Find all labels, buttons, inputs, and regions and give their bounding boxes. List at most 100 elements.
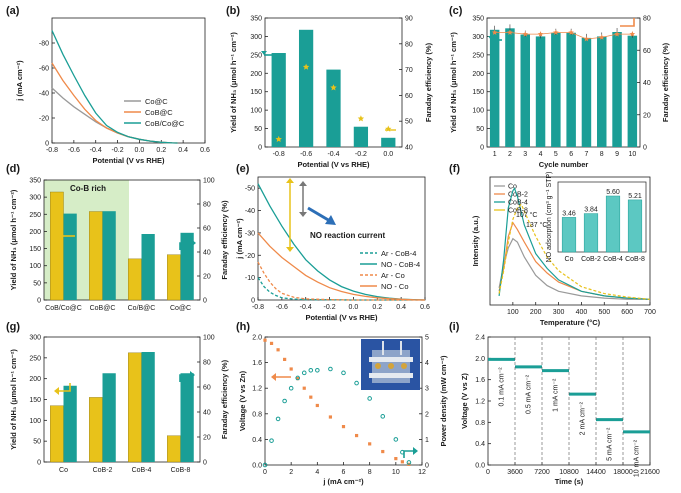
y2-tick-label: 100: [203, 178, 215, 185]
panel-label: (i): [449, 321, 460, 333]
panel-label: (d): [6, 163, 20, 175]
y-tick-label: 0: [258, 145, 262, 152]
x-tick-label: -0.6: [68, 147, 80, 154]
inset-bar: [583, 213, 599, 253]
x-tick-label: CoB-4: [132, 467, 152, 474]
y-axis-label: Yield of NH₃ (μmol h⁻¹ cm⁻²): [229, 32, 238, 133]
y-tick-label: 300: [29, 195, 41, 202]
power-density-point: [262, 462, 268, 468]
y-tick-label: 300: [250, 34, 262, 41]
x-tick-label: -0.8: [252, 304, 264, 311]
y-tick-label: 350: [250, 16, 262, 23]
fe-marker: [537, 31, 544, 37]
power-density-point: [406, 460, 412, 465]
y-axis-label: j (mA cm⁻²): [235, 218, 244, 260]
y-tick-label: 100: [472, 108, 484, 115]
y-tick-label: 0: [37, 298, 41, 305]
power-density-point: [269, 438, 274, 443]
device-photo-bolt: [375, 363, 381, 369]
x-tick-label: 12: [418, 469, 426, 476]
x-tick-label: 4: [539, 151, 543, 158]
cob-current-arrow-head: [299, 181, 307, 186]
voltage-point: [368, 442, 372, 446]
fe-bar: [63, 213, 77, 300]
y-tick-label: -50: [245, 186, 255, 193]
x-tick-label: 300: [553, 309, 565, 316]
x-tick-label: 9: [615, 151, 619, 158]
x-tick-label: 10800: [559, 469, 579, 476]
y-tick-label: 0: [45, 141, 49, 148]
x-tick-label: 200: [530, 309, 542, 316]
inset-x-tick-label: CoB-2: [581, 256, 601, 263]
x-tick-label: 8: [600, 151, 604, 158]
x-tick-label: 2: [289, 469, 293, 476]
x-tick-label: 6: [569, 151, 573, 158]
power-density-point: [380, 414, 386, 419]
y-tick-label: 0: [480, 145, 484, 152]
y-tick-label: 150: [29, 246, 41, 253]
y-tick-label: 2.0: [252, 335, 262, 342]
y-tick-label: 150: [250, 89, 262, 96]
x-tick-label: 10: [628, 151, 636, 158]
x-tick-label: 600: [621, 309, 633, 316]
legend-label: NO - CoB-4: [381, 260, 420, 269]
inset-x-tick-label: CoB-4: [603, 256, 623, 263]
fe-bar: [141, 352, 155, 462]
power-density-point: [315, 367, 320, 373]
no-current-pointer: [307, 206, 331, 223]
series-line: [498, 187, 651, 300]
fe-marker: [507, 29, 513, 35]
x-tick-label: -0.4: [300, 304, 312, 311]
x-tick-label: 100: [507, 309, 519, 316]
device-photo-bolt: [401, 363, 407, 369]
fe-marker: [583, 36, 590, 42]
voltage-point: [296, 377, 300, 381]
yield-axis-arrow-head: [488, 36, 494, 40]
power-axis-arrow-head: [413, 447, 418, 455]
co-b-rich-label: Co-B rich: [70, 184, 106, 193]
fe-marker: [553, 29, 559, 35]
power-density-point: [282, 398, 287, 404]
y2-tick-label: 60: [203, 385, 211, 392]
y-tick-label: 1.2: [252, 386, 262, 393]
y-tick-label: 50: [254, 126, 262, 133]
bar: [597, 36, 607, 147]
fe-axis-arrow: [179, 374, 192, 382]
x-axis-label: Potential (V vs RHE): [305, 313, 378, 322]
panel-e: (e) 0 -10 -20 -30 -40 -50 -0.8 -0.6 -0.4 -0.2 0.0 0.…: [235, 163, 430, 322]
y-axis-label: j (mA cm⁻²): [15, 60, 24, 102]
fe-bar: [180, 373, 194, 462]
x-tick-label: CoB-2: [93, 467, 113, 474]
y-tick-label: 350: [29, 178, 41, 185]
x-tick-label: 7: [584, 151, 588, 158]
x-axis-label: Time (s): [555, 477, 584, 486]
fe-bar: [102, 211, 116, 300]
voltage-point: [354, 433, 359, 438]
voltage-point: [328, 415, 333, 419]
x-tick-label: Co: [59, 467, 68, 474]
y2-tick-label: 70: [405, 67, 413, 74]
legend-label: Co@C: [145, 97, 168, 106]
voltage-point: [276, 348, 280, 352]
fe-line: [494, 32, 633, 40]
x-tick-label: 1: [493, 151, 497, 158]
co-current-arrow-head: [286, 247, 294, 252]
x-axis-label: Potential (V vs RHE): [92, 156, 165, 165]
peak-label: 137 °C: [526, 221, 547, 229]
yield-bar: [89, 211, 103, 301]
voltage-point: [269, 341, 274, 345]
x-tick-label: 14400: [586, 469, 606, 476]
y2-tick-label: 0: [643, 145, 647, 152]
voltage-point: [400, 460, 404, 464]
y2-tick-label: 80: [203, 202, 211, 209]
bar: [298, 29, 314, 148]
voltage-point: [381, 449, 385, 454]
current-density-label: 0.1 mA cm⁻²: [499, 367, 506, 407]
y-axis-label: Voltage (V vs Z): [460, 373, 469, 429]
x-tick-label: 0.0: [135, 147, 145, 154]
y2-tick-label: 100: [203, 335, 215, 342]
y-tick-label: 0.8: [252, 411, 262, 418]
power-density-point: [288, 385, 294, 391]
y-tick-label: 2.4: [475, 335, 485, 342]
